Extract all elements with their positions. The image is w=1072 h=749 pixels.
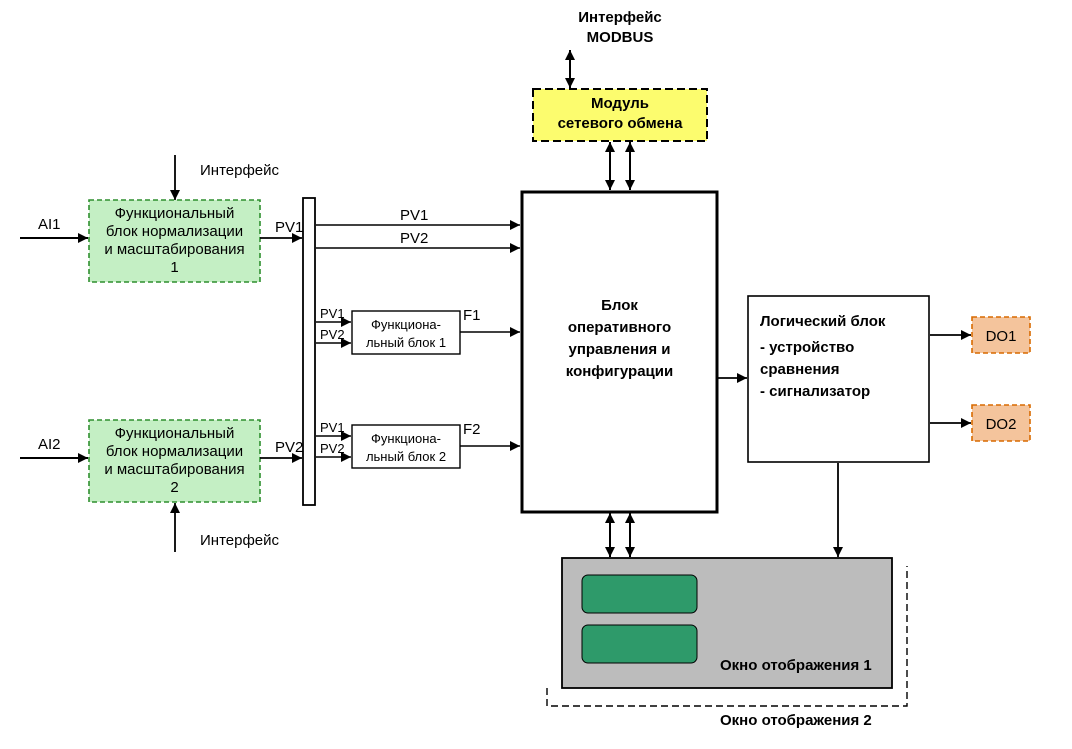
svg-text:2: 2: [170, 479, 178, 496]
svg-text:F1: F1: [463, 307, 481, 324]
svg-text:PV1: PV1: [320, 420, 345, 435]
svg-text:сетевого обмена: сетевого обмена: [558, 115, 683, 132]
svg-text:PV2: PV2: [320, 441, 345, 456]
svg-text:Интерфейс: Интерфейс: [200, 532, 280, 549]
svg-text:блок нормализации: блок нормализации: [106, 223, 243, 240]
svg-text:PV1: PV1: [275, 219, 303, 236]
svg-text:Логический блок: Логический блок: [760, 313, 886, 330]
svg-text:блок нормализации: блок нормализации: [106, 443, 243, 460]
svg-text:и масштабирования: и масштабирования: [104, 241, 244, 258]
modbus-label-1: Интерфейс: [578, 9, 662, 26]
svg-text:PV1: PV1: [320, 306, 345, 321]
svg-text:AI2: AI2: [38, 436, 61, 453]
svg-text:DO2: DO2: [986, 416, 1017, 433]
svg-text:- устройство: - устройство: [760, 339, 854, 356]
svg-text:и масштабирования: и масштабирования: [104, 461, 244, 478]
svg-text:Функциона-: Функциона-: [371, 317, 441, 332]
svg-text:управления и: управления и: [568, 341, 670, 358]
svg-text:льный блок 1: льный блок 1: [366, 335, 446, 350]
svg-text:Функциона-: Функциона-: [371, 431, 441, 446]
svg-text:Функциональный: Функциональный: [115, 205, 235, 222]
svg-text:Окно отображения 2: Окно отображения 2: [720, 712, 872, 729]
svg-text:Окно отображения 1: Окно отображения 1: [720, 657, 872, 674]
svg-text:- сигнализатор: - сигнализатор: [760, 383, 870, 400]
svg-text:оперативного: оперативного: [568, 319, 671, 336]
modbus-label-2: MODBUS: [587, 29, 654, 46]
svg-text:сравнения: сравнения: [760, 361, 840, 378]
svg-text:Интерфейс: Интерфейс: [200, 162, 280, 179]
svg-text:DO1: DO1: [986, 328, 1017, 345]
svg-text:конфигурации: конфигурации: [566, 363, 673, 380]
svg-text:F2: F2: [463, 421, 481, 438]
svg-text:PV2: PV2: [400, 230, 428, 247]
svg-text:Блок: Блок: [601, 297, 638, 314]
svg-text:1: 1: [170, 259, 178, 276]
svg-text:льный блок 2: льный блок 2: [366, 449, 446, 464]
svg-text:Модуль: Модуль: [591, 95, 649, 112]
svg-text:PV2: PV2: [275, 439, 303, 456]
svg-text:AI1: AI1: [38, 216, 61, 233]
svg-text:PV1: PV1: [400, 207, 428, 224]
svg-text:Функциональный: Функциональный: [115, 425, 235, 442]
svg-text:PV2: PV2: [320, 327, 345, 342]
